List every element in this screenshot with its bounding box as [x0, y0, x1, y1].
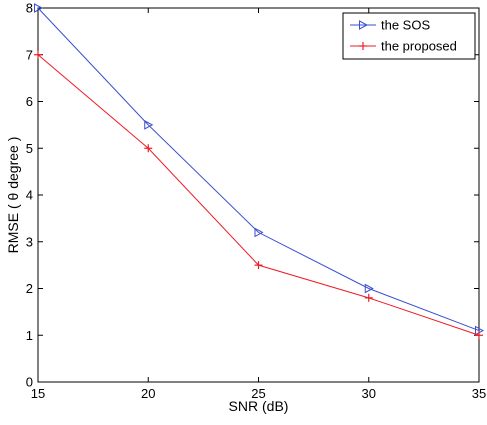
- x-axis-label: SNR (dB): [229, 398, 289, 414]
- data-point-marker: [359, 42, 367, 50]
- data-point-marker: [364, 283, 374, 294]
- y-axis-label: RMSE ( θ degree ): [5, 137, 21, 254]
- x-tick-label: 35: [472, 386, 486, 401]
- series-the-proposed: [34, 50, 483, 340]
- y-tick-label: 4: [26, 188, 33, 203]
- series-line: [37, 7, 480, 332]
- y-tick-label: 0: [26, 375, 33, 390]
- x-tick-label: 25: [251, 386, 265, 401]
- legend-box: [342, 12, 476, 60]
- data-point-marker: [475, 331, 483, 340]
- data-point-marker: [144, 120, 154, 130]
- data-point-marker: [254, 227, 264, 238]
- plot-area: [37, 7, 480, 383]
- y-tick-label: 7: [26, 47, 33, 62]
- y-tick-label: 2: [26, 281, 33, 296]
- data-point-marker: [359, 20, 369, 30]
- x-tick-label: 30: [362, 386, 376, 401]
- legend-label: the proposed: [381, 39, 457, 54]
- y-tick-label: 1: [26, 328, 33, 343]
- data-point-marker: [364, 293, 373, 302]
- data-point-marker: [254, 261, 263, 270]
- series-layer: [34, 3, 485, 340]
- x-tick-label: 20: [141, 386, 155, 401]
- x-tick-label: 15: [31, 386, 45, 401]
- legend-label: the SOS: [381, 18, 430, 33]
- y-tick-label: 5: [26, 141, 33, 156]
- y-tick-label: 6: [26, 94, 33, 109]
- y-tick-label: 3: [26, 234, 33, 249]
- data-point-marker: [34, 50, 42, 59]
- data-point-marker: [144, 144, 153, 153]
- data-point-marker: [34, 3, 44, 13]
- legend: the SOS the proposed: [342, 12, 476, 60]
- tick-labels: 15 20 25 30 35 0 1 2 3 4 5 6 7 8: [26, 1, 486, 402]
- legend-item: the SOS: [350, 18, 430, 33]
- y-tick-label: 8: [26, 1, 33, 16]
- legend-item: the proposed: [350, 39, 457, 54]
